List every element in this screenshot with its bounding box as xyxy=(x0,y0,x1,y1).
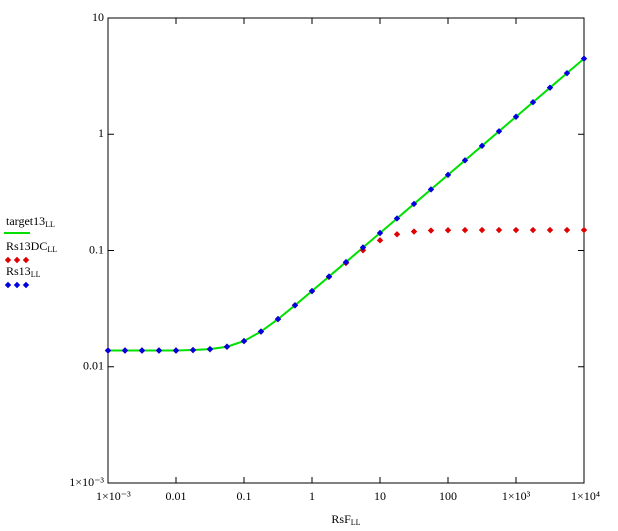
legend-name-sub: LL xyxy=(31,270,41,279)
y-tick-label: 0.01 xyxy=(83,359,104,373)
plot-frame xyxy=(107,17,585,484)
data-point xyxy=(393,231,401,238)
data-point xyxy=(580,226,588,234)
data-point xyxy=(223,343,231,350)
y-tick-label: 0.1 xyxy=(89,242,104,256)
series-line xyxy=(108,57,585,352)
data-point xyxy=(546,84,554,91)
data-point xyxy=(546,226,554,234)
data-point xyxy=(410,200,418,208)
x-tick-label: 0.01 xyxy=(166,489,187,503)
legend-label: Rs13LL xyxy=(6,264,41,279)
data-point xyxy=(512,113,520,120)
legend-label: Rs13DCLL xyxy=(6,239,57,254)
data-point xyxy=(308,287,316,295)
x-axis-label-main: RsF xyxy=(331,512,351,526)
legend-swatch xyxy=(4,256,12,264)
data-point xyxy=(461,157,469,164)
legend-name: Rs13 xyxy=(6,264,31,278)
data-point xyxy=(393,215,401,222)
data-point xyxy=(529,99,537,106)
legend-swatch xyxy=(22,281,30,289)
x-axis-label: RsFLL xyxy=(331,512,360,527)
legend-swatch xyxy=(4,281,12,289)
y-tick-label: 1 xyxy=(98,126,104,140)
data-point xyxy=(563,226,571,234)
y-tick-label: 1×10⁻³ xyxy=(69,475,104,489)
data-point xyxy=(342,258,350,266)
data-point xyxy=(376,237,384,244)
legend-name: target13 xyxy=(6,214,45,228)
x-tick-label: 1 xyxy=(309,489,315,503)
legend-swatch xyxy=(13,281,21,289)
legend-swatch xyxy=(13,256,21,264)
legend-name-sub: LL xyxy=(47,245,57,254)
x-tick-label: 1×10⁻³ xyxy=(96,489,131,503)
data-point xyxy=(495,128,503,135)
data-point xyxy=(478,226,486,234)
legend-name: Rs13DC xyxy=(6,239,47,253)
data-point xyxy=(376,229,384,237)
data-point xyxy=(427,186,435,193)
data-point xyxy=(189,346,197,354)
data-point xyxy=(104,347,112,354)
data-point xyxy=(206,345,214,353)
x-tick-label: 10 xyxy=(374,489,386,503)
x-tick-label: 0.1 xyxy=(237,489,252,503)
x-tick-label: 1×10³ xyxy=(502,489,531,503)
data-point xyxy=(580,55,588,62)
x-tick-label: 100 xyxy=(439,489,457,503)
data-point xyxy=(444,171,452,179)
legend-label: target13LL xyxy=(6,214,55,229)
data-point xyxy=(325,273,333,280)
data-point xyxy=(240,337,248,345)
data-point xyxy=(274,315,282,323)
data-point xyxy=(444,226,452,234)
data-point xyxy=(427,227,435,234)
data-point xyxy=(257,328,265,335)
data-point xyxy=(495,226,503,234)
y-tick-label: 10 xyxy=(92,10,104,24)
data-point xyxy=(512,226,520,234)
data-point xyxy=(359,244,367,251)
x-axis-label-sub: LL xyxy=(351,518,361,527)
data-point xyxy=(563,69,571,77)
data-point xyxy=(529,226,537,234)
data-point xyxy=(478,142,486,150)
legend-name-sub: LL xyxy=(45,220,55,229)
legend-swatch xyxy=(22,256,30,264)
data-point xyxy=(172,347,180,354)
x-tick-label: 1×10⁴ xyxy=(571,489,600,503)
data-point xyxy=(461,226,469,234)
data-point xyxy=(291,302,299,309)
data-point xyxy=(138,347,146,354)
data-point xyxy=(121,347,129,354)
data-point xyxy=(410,228,418,235)
data-point xyxy=(155,347,163,354)
